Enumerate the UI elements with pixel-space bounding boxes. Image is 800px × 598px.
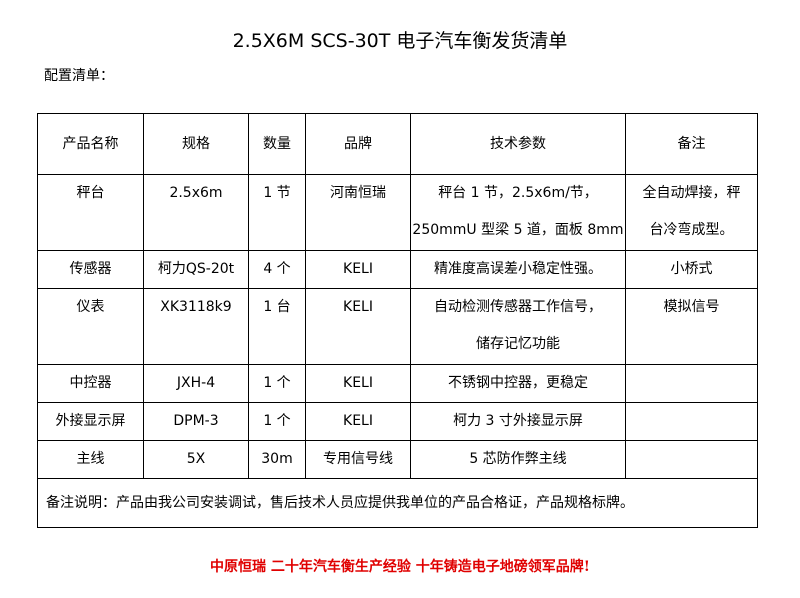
cell-remarks: 模拟信号 (625, 288, 758, 365)
note-row: 备注说明：产品由我公司安装调试，售后技术人员应提供我单位的产品合格证，产品规格标… (37, 478, 758, 528)
table-row: 主线 5X 30m 专用信号线 5 芯防作弊主线 (37, 440, 758, 479)
cell-quantity: 1 节 (248, 174, 306, 251)
cell-tech-params: 不锈钢中控器，更稳定 (410, 364, 626, 403)
cell-remarks: 小桥式 (625, 250, 758, 289)
table-row: 中控器 JXH-4 1 个 KELI 不锈钢中控器，更稳定 (37, 364, 758, 403)
cell-product-name: 仪表 (37, 288, 144, 365)
cell-quantity: 1 台 (248, 288, 306, 365)
cell-tech-params: 秤台 1 节，2.5x6m/节， 250mmU 型梁 5 道，面板 8mm (410, 174, 626, 251)
cell-product-name: 传感器 (37, 250, 144, 289)
cell-quantity: 1 个 (248, 364, 306, 403)
cell-brand: KELI (305, 288, 411, 365)
cell-product-name: 外接显示屏 (37, 402, 144, 441)
table-row: 外接显示屏 DPM-3 1 个 KELI 柯力 3 寸外接显示屏 (37, 402, 758, 441)
table-row: 仪表 XK3118k9 1 台 KELI 自动检测传感器工作信号， 储存记忆功能 模拟信号 (37, 288, 758, 365)
cell-product-name: 中控器 (37, 364, 144, 403)
cell-tech-params: 柯力 3 寸外接显示屏 (410, 402, 626, 441)
table-row: 传感器 柯力QS-20t 4 个 KELI 精准度高误差小稳定性强。 小桥式 (37, 250, 758, 289)
note-text: 备注说明：产品由我公司安装调试，售后技术人员应提供我单位的产品合格证，产品规格标… (37, 478, 758, 528)
cell-brand: KELI (305, 402, 411, 441)
table-row: 秤台 2.5x6m 1 节河南恒瑞 秤台 1 节，2.5x6m/节， 250mmU 型… (37, 174, 758, 251)
config-list-label: 配置清单： (44, 68, 114, 84)
header-quantity: 数量 (248, 113, 306, 175)
cell-quantity: 1 个 (248, 402, 306, 441)
cell-brand: KELI (305, 364, 411, 403)
header-product-name: 产品名称 (37, 113, 144, 175)
cell-remarks: 全自动焊接，秤 台冷弯成型。 (625, 174, 758, 251)
cell-brand: 专用信号线 (305, 440, 411, 479)
cell-remarks (625, 364, 758, 403)
cell-product-name: 秤台 (37, 174, 144, 251)
cell-remarks (625, 402, 758, 441)
cell-spec: XK3118k9 (143, 288, 249, 365)
cell-spec: 5X (143, 440, 249, 479)
cell-quantity: 30m (248, 440, 306, 479)
header-remarks: 备注 (625, 113, 758, 175)
cell-quantity: 4 个 (248, 250, 306, 289)
cell-tech-params: 自动检测传感器工作信号， 储存记忆功能 (410, 288, 626, 365)
cell-spec: 柯力QS-20t (143, 250, 249, 289)
cell-spec: DPM-3 (143, 402, 249, 441)
shipping-list-table: 产品名称 规格 数量 品牌 技术参数 备注 秤台 2.5x6m 1 节河南恒瑞 秤台 1 节，2.… (37, 113, 758, 528)
header-brand: 品牌 (305, 113, 411, 175)
header-row: 产品名称 规格 数量 品牌 技术参数 备注 (37, 113, 758, 175)
cell-tech-params: 精准度高误差小稳定性强。 (410, 250, 626, 289)
header-tech-params: 技术参数 (410, 113, 626, 175)
header-spec: 规格 (143, 113, 249, 175)
cell-brand: KELI (305, 250, 411, 289)
cell-remarks (625, 440, 758, 479)
cell-tech-params: 5 芯防作弊主线 (410, 440, 626, 479)
cell-brand: 河南恒瑞 (305, 174, 411, 251)
cell-product-name: 主线 (37, 440, 144, 479)
footer-slogan: 中原恒瑞 二十年汽车衡生产经验 十年铸造电子地磅领军品牌! (210, 559, 590, 575)
cell-spec: JXH-4 (143, 364, 249, 403)
page-title: 2.5X6M SCS-30T 电子汽车衡发货清单 (232, 30, 568, 52)
cell-spec: 2.5x6m (143, 174, 249, 251)
